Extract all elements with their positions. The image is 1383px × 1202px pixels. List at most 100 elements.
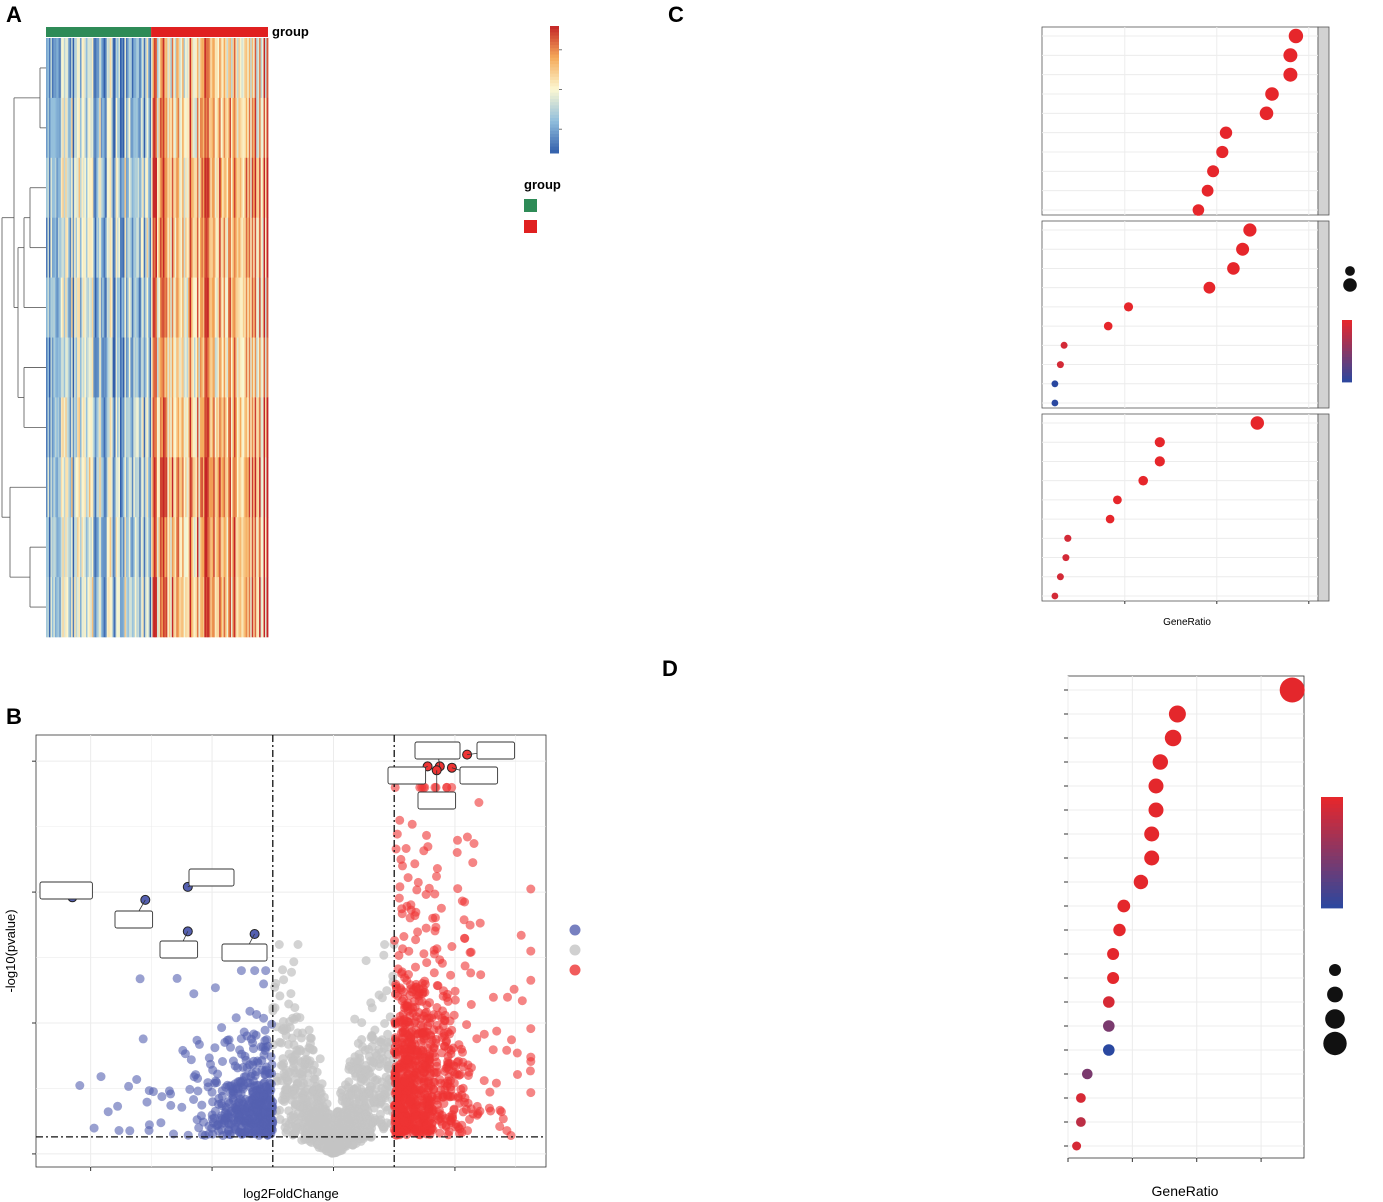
heatmap-cell [260, 457, 263, 518]
heatmap-cell [57, 157, 60, 218]
heatmap-cell [66, 457, 69, 518]
go-legend [1342, 266, 1357, 383]
heatmap-cell [170, 38, 173, 99]
heatmap-cell [208, 277, 211, 338]
heatmap-cell [245, 97, 248, 159]
heatmap-cell [96, 397, 99, 458]
heatmap-cell [214, 517, 217, 578]
heatmap-cell [208, 577, 211, 638]
heatmap-cell [216, 457, 219, 518]
heatmap-cell [183, 457, 186, 518]
volcano-point-down [233, 1116, 243, 1126]
volcano-y-label: -log10(pvalue) [3, 909, 18, 992]
heatmap-cell [226, 337, 229, 398]
volcano-point-ns [357, 1035, 367, 1044]
volcano-point-ns [300, 1087, 310, 1096]
heatmap-cell [68, 277, 71, 338]
volcano-point-down [166, 1100, 176, 1110]
volcano-point-ns [288, 1090, 298, 1100]
heatmap-cell [152, 337, 155, 398]
heatmap-cell [143, 157, 146, 218]
heatmap-cell [77, 277, 79, 338]
heatmap-cell [257, 517, 260, 578]
volcano-point-up [390, 1116, 400, 1126]
volcano-point-down [259, 1090, 268, 1100]
heatmap-cell [214, 337, 217, 398]
heatmap-cell [201, 337, 204, 398]
heatmap-cell [179, 337, 182, 398]
heatmap-cell [220, 97, 223, 159]
heatmap-cell [149, 577, 152, 638]
heatmap-cell [251, 277, 254, 338]
heatmap-cell [94, 577, 97, 638]
heatmap-cell [213, 217, 216, 278]
kegg-dot [1103, 1044, 1115, 1056]
heatmap-cell [232, 97, 235, 159]
heatmap-cell [154, 397, 156, 458]
heatmap-cell [66, 38, 69, 99]
go-colorbar-segment [1342, 360, 1352, 364]
heatmap-cell [199, 577, 202, 638]
volcano-point-up [432, 864, 442, 873]
heatmap-cell [191, 277, 193, 338]
go-dot [1060, 341, 1068, 349]
heatmap-cell [183, 517, 186, 578]
heatmap-cell [265, 517, 267, 578]
heatmap-cell [266, 217, 269, 278]
volcano-point-up [506, 1131, 516, 1140]
heatmap-cell [170, 97, 173, 159]
heatmap-cell [78, 97, 81, 159]
heatmap-cell [164, 337, 167, 398]
heatmap-cells [46, 38, 269, 638]
heatmap-cell [204, 217, 207, 278]
heatmap-cell [259, 517, 261, 578]
heatmap-cell [130, 397, 133, 458]
heatmap-cell [189, 217, 192, 278]
volcano-point-down [114, 1126, 124, 1135]
heatmap-cell [182, 577, 185, 638]
volcano-point-ns [361, 1076, 371, 1086]
heatmap-cell [173, 397, 176, 458]
heatmap-cell [80, 217, 82, 278]
heatmap-cell [81, 517, 84, 578]
heatmap-cell [71, 517, 74, 578]
kegg-x-axis [1067, 1158, 1262, 1162]
heatmap-cell [108, 457, 111, 518]
heatmap-cell [115, 577, 118, 638]
volcano-point-up [429, 1084, 438, 1094]
heatmap-cell [188, 397, 190, 458]
heatmap-cell [161, 457, 164, 518]
go-colorbar-segment [1342, 335, 1352, 339]
heatmap-cell [137, 457, 140, 518]
go-dot [1243, 223, 1257, 237]
volcano-point-up [390, 782, 400, 792]
heatmap-cell [97, 97, 100, 159]
heatmap-cell [109, 517, 112, 578]
heatmap-cell [57, 277, 60, 338]
heatmap-cell [168, 517, 171, 578]
volcano-point-up [526, 946, 536, 956]
heatmap-cell [77, 337, 79, 398]
heatmap-cell [75, 397, 78, 458]
heatmap-cell [196, 38, 199, 99]
volcano-point-down [261, 966, 271, 976]
heatmap-cell [173, 337, 176, 398]
heatmap-cell [121, 517, 124, 578]
heatmap-cell [214, 157, 217, 218]
volcano-point-ns [352, 1083, 362, 1093]
volcano-point-down [261, 1081, 271, 1091]
heatmap-cell [102, 517, 105, 578]
heatmap-cell [259, 217, 261, 278]
heatmap-cell [201, 517, 204, 578]
heatmap-cell [59, 277, 62, 338]
heatmap-cell [146, 217, 149, 278]
volcano-point-ns [314, 1101, 324, 1111]
heatmap-cell [182, 277, 185, 338]
volcano-point-up [420, 1052, 430, 1062]
heatmap-cell [192, 577, 195, 638]
volcano-point-up [472, 1034, 482, 1044]
heatmap-cell [140, 397, 143, 458]
heatmap-cell [256, 337, 259, 398]
heatmap-cell [198, 337, 201, 398]
heatmap-cell [162, 157, 165, 218]
